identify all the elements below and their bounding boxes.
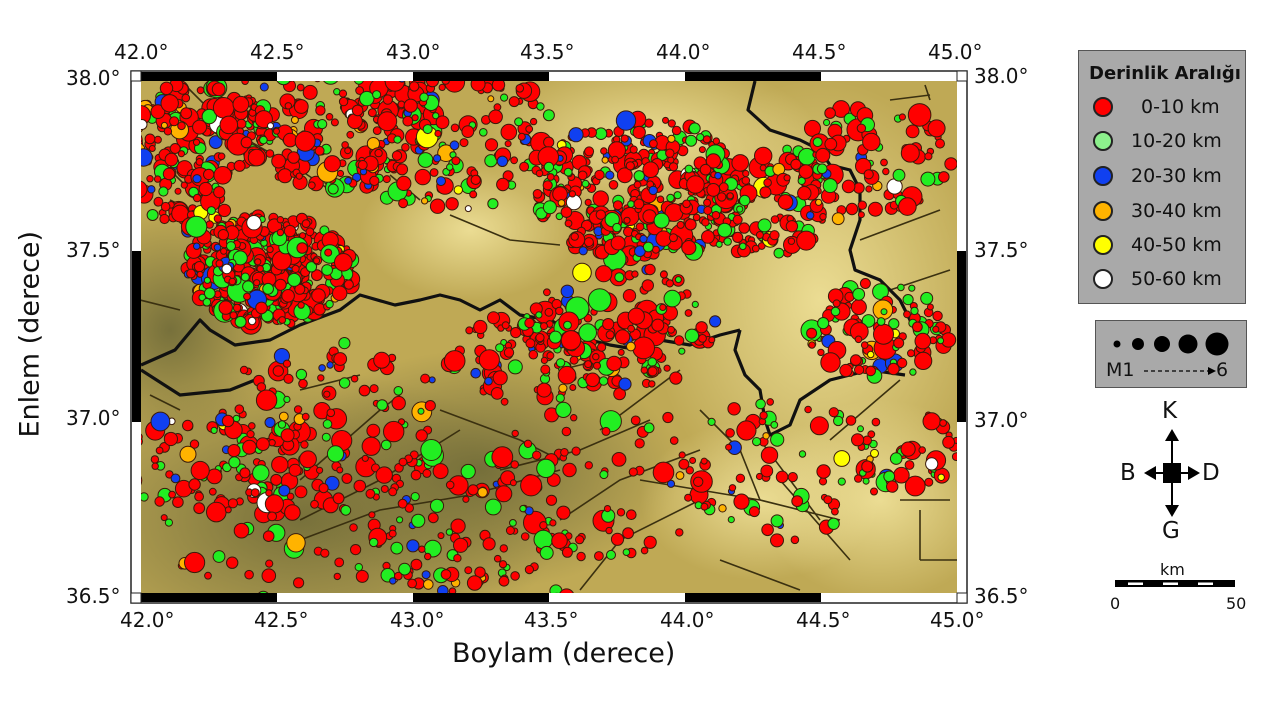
red-dot-icon bbox=[1093, 97, 1113, 117]
legend-item-10-20: 10-20 km bbox=[1079, 129, 1247, 157]
magnitude-end-label: 6 bbox=[1216, 359, 1229, 381]
legend-item-20-30: 20-30 km bbox=[1079, 164, 1247, 192]
x-tick-bottom: 42.0° bbox=[120, 608, 175, 632]
x-tick-top: 42.5° bbox=[250, 40, 305, 64]
green-dot-icon bbox=[1093, 131, 1113, 151]
earthquake-markers bbox=[141, 81, 957, 593]
legend-item-30-40: 30-40 km bbox=[1079, 199, 1247, 227]
legend-item-40-50: 40-50 km bbox=[1079, 233, 1247, 261]
magnitude-legend: M1 6 bbox=[1095, 320, 1247, 388]
scale-unit-label: km bbox=[1160, 560, 1185, 579]
magnitude-circles-icon bbox=[1113, 332, 1229, 375]
x-tick-bottom: 44.5° bbox=[796, 608, 851, 632]
y-tick-right: 38.0° bbox=[974, 64, 1029, 88]
orange-dot-icon bbox=[1093, 201, 1113, 221]
x-tick-bottom: 42.5° bbox=[254, 608, 309, 632]
yellow-dot-icon bbox=[1093, 235, 1113, 255]
left-axis-bar bbox=[132, 251, 141, 422]
scale-bar-graphic bbox=[1115, 580, 1235, 587]
x-tick-bottom: 45.0° bbox=[930, 608, 985, 632]
y-tick-right: 37.5° bbox=[974, 238, 1029, 262]
x-tick-top: 43.0° bbox=[386, 40, 441, 64]
x-axis-title: Boylam (derece) bbox=[452, 638, 676, 669]
x-tick-bottom: 44.0° bbox=[660, 608, 715, 632]
x-tick-bottom: 43.0° bbox=[390, 608, 445, 632]
y-tick-left: 37.5° bbox=[66, 238, 121, 262]
depth-legend: Derinlik Aralığı 0-10 km 10-20 km 20-30 … bbox=[1078, 50, 1246, 304]
white-dot-icon bbox=[1093, 269, 1113, 289]
x-tick-top: 45.0° bbox=[928, 40, 983, 64]
x-tick-top: 44.0° bbox=[656, 40, 711, 64]
right-axis-bar bbox=[957, 251, 966, 422]
top-axis-bar bbox=[141, 72, 821, 81]
legend-title: Derinlik Aralığı bbox=[1089, 63, 1241, 84]
scale-start-label: 0 bbox=[1110, 594, 1121, 613]
compass-north-label: K bbox=[1162, 398, 1178, 424]
y-tick-left: 37.0° bbox=[66, 406, 121, 430]
compass-arrows-icon bbox=[1144, 429, 1200, 517]
magnitude-start-label: M1 bbox=[1106, 359, 1135, 381]
compass-south-label: G bbox=[1162, 518, 1180, 544]
legend-item-0-10: 0-10 km bbox=[1079, 95, 1247, 123]
compass-west-label: B bbox=[1120, 460, 1136, 486]
x-tick-top: 43.5° bbox=[520, 40, 575, 64]
bottom-axis-bar bbox=[141, 593, 821, 602]
y-tick-left: 36.5° bbox=[66, 584, 121, 608]
legend-item-50-60: 50-60 km bbox=[1079, 267, 1247, 295]
x-tick-top: 44.5° bbox=[792, 40, 847, 64]
scale-end-label: 50 bbox=[1226, 594, 1247, 613]
y-tick-right: 36.5° bbox=[974, 584, 1029, 608]
blue-dot-icon bbox=[1093, 166, 1113, 186]
x-tick-bottom: 43.5° bbox=[524, 608, 579, 632]
x-tick-top: 42.0° bbox=[114, 40, 169, 64]
compass-east-label: D bbox=[1202, 460, 1220, 486]
y-tick-right: 37.0° bbox=[974, 408, 1029, 432]
y-tick-left: 38.0° bbox=[66, 66, 121, 90]
